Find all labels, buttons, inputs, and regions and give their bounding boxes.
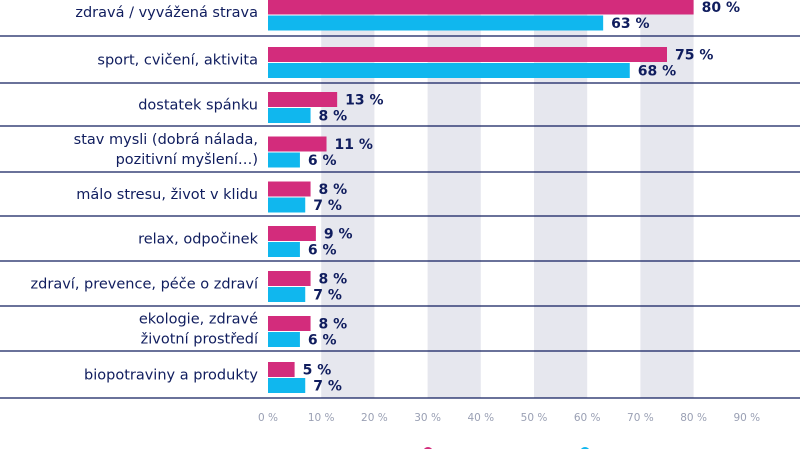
- data-label: 7 %: [313, 288, 342, 304]
- x-tick-label: 40 %: [467, 412, 494, 424]
- bar-pink: [268, 47, 667, 62]
- bar-blue: [268, 287, 306, 302]
- data-label: 6 %: [308, 153, 337, 169]
- category-label: životní prostředí: [141, 332, 259, 348]
- bar-blue: [268, 15, 604, 31]
- bar-pink: [268, 92, 338, 107]
- data-label: 7 %: [313, 379, 342, 395]
- category-label: zdraví, prevence, péče o zdraví: [31, 277, 259, 293]
- category-label: málo stresu, život v klidu: [76, 187, 258, 203]
- bar-pink: [268, 271, 311, 286]
- data-label: 9 %: [324, 227, 353, 243]
- category-label: zdravá / vyvážená strava: [75, 5, 258, 21]
- bar-blue: [268, 63, 630, 78]
- category-label: sport, cvičení, aktivita: [97, 53, 258, 69]
- data-label: 8 %: [319, 272, 348, 288]
- data-label: 80 %: [702, 0, 740, 16]
- bar-pink: [268, 181, 311, 197]
- data-label: 63 %: [611, 16, 649, 32]
- grid-band: [640, 0, 694, 398]
- bar-pink: [268, 316, 311, 331]
- bar-blue: [268, 242, 300, 257]
- bar-blue: [268, 152, 300, 168]
- data-label: 6 %: [308, 333, 337, 349]
- bar-pink: [268, 0, 694, 15]
- x-tick-label: 80 %: [680, 412, 707, 424]
- category-label: pozitivní myšlení…): [116, 152, 258, 168]
- x-tick-label: 30 %: [414, 412, 441, 424]
- data-label: 6 %: [308, 243, 337, 259]
- x-tick-label: 0 %: [258, 412, 278, 424]
- category-label: biopotraviny a produkty: [84, 368, 258, 384]
- category-label: relax, odpočinek: [138, 232, 259, 248]
- data-label: 75 %: [675, 48, 713, 64]
- bar-pink: [268, 226, 316, 241]
- bar-blue: [268, 332, 300, 347]
- data-label: 68 %: [638, 64, 676, 80]
- x-tick-label: 70 %: [627, 412, 654, 424]
- data-label: 13 %: [345, 93, 383, 109]
- bar-pink: [268, 362, 295, 377]
- data-label: 7 %: [313, 198, 342, 214]
- x-tick-label: 50 %: [521, 412, 548, 424]
- category-label: dostatek spánku: [138, 98, 258, 114]
- bar-pink: [268, 136, 327, 152]
- bar-blue: [268, 378, 306, 393]
- data-label: 5 %: [303, 363, 332, 379]
- x-tick-label: 90 %: [733, 412, 760, 424]
- data-label: 8 %: [319, 182, 348, 198]
- data-label: 8 %: [319, 317, 348, 333]
- x-tick-label: 10 %: [308, 412, 335, 424]
- data-label: 8 %: [319, 109, 348, 125]
- x-tick-label: 20 %: [361, 412, 388, 424]
- bar-blue: [268, 197, 306, 213]
- category-label: stav mysli (dobrá nálada,: [74, 132, 258, 148]
- data-label: 11 %: [335, 137, 373, 153]
- category-label: ekologie, zdravé: [139, 312, 258, 328]
- x-tick-label: 60 %: [574, 412, 601, 424]
- bar-blue: [268, 108, 311, 123]
